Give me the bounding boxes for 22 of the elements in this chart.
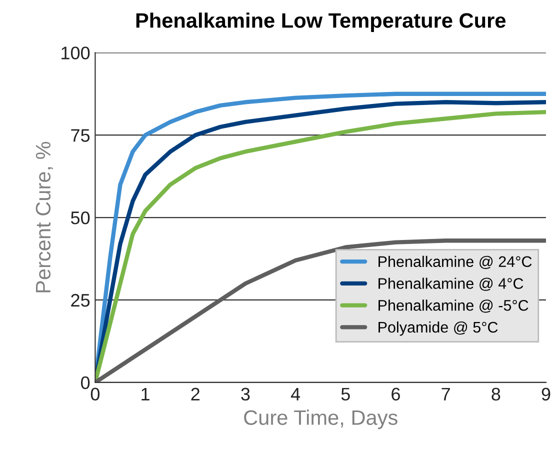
chart-title: Phenalkamine Low Temperature Cure	[136, 12, 506, 32]
y-tick-label: 100	[62, 46, 90, 60]
y-axis-title: Percent Cure, %	[36, 142, 54, 292]
x-tick-label: 0	[90, 388, 100, 401]
x-tick-label: 7	[442, 388, 450, 400]
y-tick-label: 25	[71, 294, 90, 307]
x-tick-label: 2	[191, 388, 200, 400]
legend-label: Phenalkamine @ -5°C	[378, 300, 528, 313]
x-axis-title: Cure Time, Days	[244, 410, 398, 430]
x-tick-label: 8	[492, 388, 500, 401]
y-tick-label: 50	[70, 211, 90, 224]
y-tick-label: 0	[81, 376, 90, 390]
y-tick-label: 75	[71, 129, 90, 142]
x-tick-label: 9	[542, 388, 550, 401]
x-tick-label: 4	[290, 388, 300, 400]
legend-label: Phenalkamine @ 4°C	[378, 278, 524, 291]
x-tick-label: 1	[142, 388, 150, 400]
x-tick-label: 5	[341, 388, 350, 401]
x-tick-label: 3	[241, 388, 250, 401]
legend-label: Polyamide @ 5°C	[378, 321, 498, 336]
legend-label: Phenalkamine @ 24°C	[378, 256, 532, 269]
x-tick-label: 6	[392, 388, 400, 401]
